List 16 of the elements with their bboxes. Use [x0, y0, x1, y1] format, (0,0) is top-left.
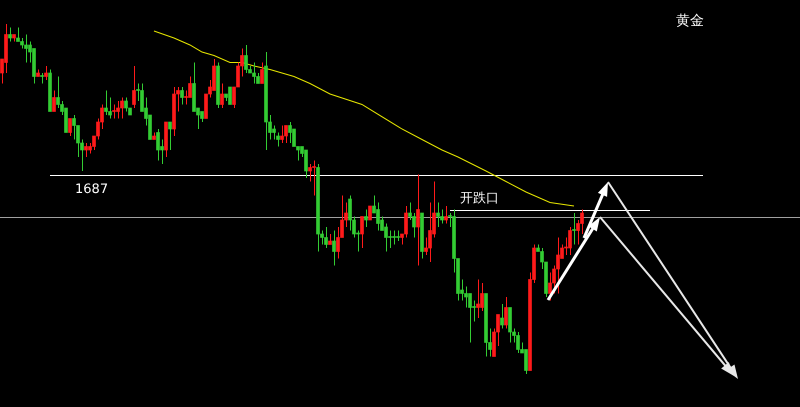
- candlestick: [112, 104, 116, 119]
- candlestick: [312, 160, 316, 196]
- text: 黄金: [676, 12, 704, 30]
- candlestick: [16, 27, 20, 42]
- candlestick: [572, 212, 576, 245]
- candlestick: [328, 234, 332, 245]
- candlestick: [392, 230, 396, 245]
- candlestick: [368, 206, 372, 220]
- candlestick: [36, 69, 40, 77]
- candlestick: [228, 86, 232, 105]
- candlestick: [396, 230, 400, 242]
- ref-line-label: 开跌口: [460, 190, 499, 206]
- annotation: 1687: [75, 182, 108, 197]
- candlestick: [40, 72, 44, 84]
- candlestick: [152, 132, 156, 140]
- candlestick: [12, 34, 16, 42]
